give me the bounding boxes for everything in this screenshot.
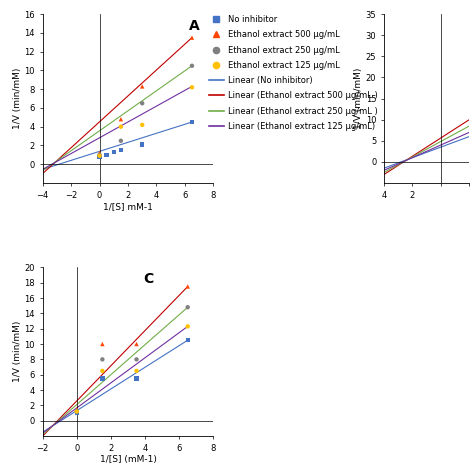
Point <box>117 137 125 145</box>
Text: A: A <box>189 19 200 33</box>
Point <box>96 151 103 159</box>
Point <box>138 100 146 107</box>
Point <box>133 367 140 374</box>
X-axis label: 1/[S] (mM-1): 1/[S] (mM-1) <box>100 456 156 465</box>
Point <box>117 146 125 154</box>
Point <box>188 62 196 70</box>
Point <box>99 375 106 383</box>
Point <box>110 148 118 156</box>
Point <box>138 82 146 90</box>
Point <box>99 340 106 348</box>
Point <box>117 123 125 130</box>
Point <box>96 152 103 160</box>
Point <box>117 116 125 123</box>
Point <box>184 303 191 311</box>
Point <box>96 153 103 161</box>
Point <box>96 149 103 157</box>
Point <box>188 34 196 41</box>
Y-axis label: 1/V (min/mM): 1/V (min/mM) <box>354 68 363 129</box>
Y-axis label: 1/V (min/mM): 1/V (min/mM) <box>13 68 22 129</box>
Point <box>184 323 191 330</box>
Point <box>188 83 196 91</box>
Legend: No inhibitor, Ethanol extract 500 µg/mL, Ethanol extract 250 µg/mL, Ethanol extr: No inhibitor, Ethanol extract 500 µg/mL,… <box>209 15 378 131</box>
Point <box>184 283 191 290</box>
Point <box>133 340 140 348</box>
X-axis label: 1/[S] mM-1: 1/[S] mM-1 <box>103 202 153 211</box>
Point <box>188 118 196 126</box>
Point <box>138 121 146 128</box>
Point <box>184 337 191 344</box>
Point <box>99 356 106 363</box>
Y-axis label: 1/V (min/mM): 1/V (min/mM) <box>13 321 22 383</box>
Text: C: C <box>143 273 154 286</box>
Point <box>73 407 81 415</box>
Point <box>133 375 140 383</box>
Point <box>133 356 140 363</box>
Point <box>73 405 81 413</box>
Point <box>73 408 81 415</box>
Point <box>103 151 110 159</box>
Point <box>99 367 106 374</box>
Point <box>73 409 81 417</box>
Point <box>138 141 146 148</box>
